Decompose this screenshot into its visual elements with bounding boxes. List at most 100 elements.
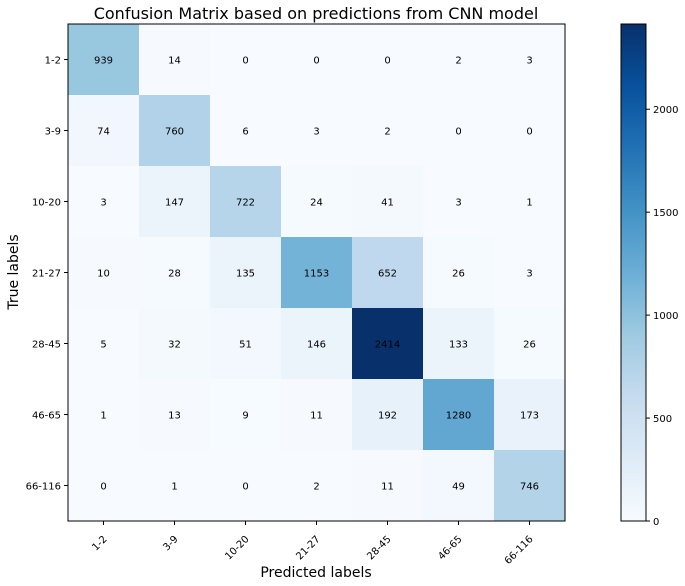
heatmap-cell xyxy=(281,379,353,451)
y-tick-label: 10-20 xyxy=(32,198,61,209)
cell-value-label: 192 xyxy=(378,411,397,422)
y-axis-label: True labels xyxy=(6,234,22,310)
heatmap-cell xyxy=(139,166,211,238)
heatmap-cell xyxy=(352,24,424,96)
colorbar-tick-label: 1000 xyxy=(653,311,678,322)
cell-value-label: 3 xyxy=(455,198,461,209)
heatmap-cell xyxy=(68,450,140,522)
colorbar xyxy=(620,23,647,522)
cell-value-label: 14 xyxy=(168,56,181,67)
cell-value-label: 652 xyxy=(378,269,397,280)
heatmap-cell xyxy=(68,237,140,309)
cell-value-label: 722 xyxy=(236,198,255,209)
cell-value-label: 28 xyxy=(168,269,181,280)
cell-value-label: 133 xyxy=(449,340,468,351)
heatmap-cell-labels: 939 14 0 0 0 2 374 760 6 3 2 0 03 147 722 24 41 3 110 28 135… xyxy=(94,56,539,493)
cell-value-label: 10 xyxy=(97,269,110,280)
chart-title: Confusion Matrix based on predictions fr… xyxy=(94,4,539,23)
heatmap-cell xyxy=(494,308,566,380)
heatmap-cell xyxy=(210,166,282,238)
cell-value-label: 2414 xyxy=(375,340,400,351)
cell-value-label: 11 xyxy=(381,482,394,493)
x-axis-label: Predicted labels xyxy=(260,565,371,581)
heatmap-cell xyxy=(423,450,495,522)
heatmap-cell xyxy=(281,166,353,238)
heatmap-cell xyxy=(210,379,282,451)
y-tick-label: 46-65 xyxy=(32,411,61,422)
colorbar-ticks: 0 500 1000 1500 2000 xyxy=(646,105,678,528)
heatmap-cell xyxy=(494,379,566,451)
heatmap-cells xyxy=(68,24,566,522)
cell-value-label: 0 xyxy=(313,56,319,67)
heatmap-cell xyxy=(139,95,211,167)
cell-value-label: 11 xyxy=(310,411,323,422)
heatmap-cell xyxy=(494,166,566,238)
cell-value-label: 49 xyxy=(452,482,465,493)
heatmap-cell xyxy=(494,450,566,522)
y-tick-label: 21-27 xyxy=(32,269,61,280)
cell-value-label: 2 xyxy=(455,56,461,67)
heatmap-cell xyxy=(68,308,140,380)
cell-value-label: 3 xyxy=(313,127,319,138)
heatmap-cell xyxy=(210,237,282,309)
heatmap-cell xyxy=(139,308,211,380)
cell-value-label: 9 xyxy=(242,411,248,422)
cell-value-label: 5 xyxy=(100,340,106,351)
heatmap-cell xyxy=(494,95,566,167)
heatmap-cell xyxy=(281,24,353,96)
heatmap-cell xyxy=(423,308,495,380)
cell-value-label: 26 xyxy=(523,340,536,351)
heatmap-cell xyxy=(352,237,424,309)
x-tick-label: 3-9 xyxy=(161,534,180,553)
heatmap-cell xyxy=(494,24,566,96)
heatmap-cell xyxy=(423,95,495,167)
heatmap-cell xyxy=(139,450,211,522)
cell-value-label: 2 xyxy=(384,127,390,138)
cell-value-label: 3 xyxy=(526,269,532,280)
y-tick-label: 3-9 xyxy=(45,127,61,138)
heatmap-cell xyxy=(210,308,282,380)
heatmap-cell xyxy=(210,95,282,167)
cell-value-label: 1 xyxy=(100,411,106,422)
cell-value-label: 51 xyxy=(239,340,252,351)
cell-value-label: 0 xyxy=(455,127,461,138)
heatmap-cell xyxy=(281,308,353,380)
x-tick-label: 10-20 xyxy=(223,534,251,562)
heatmap-cell xyxy=(68,379,140,451)
cell-value-label: 135 xyxy=(236,269,255,280)
y-tick-label: 28-45 xyxy=(32,340,61,351)
cell-value-label: 74 xyxy=(97,127,110,138)
cell-value-label: 0 xyxy=(384,56,390,67)
x-tick-label: 28-45 xyxy=(365,534,393,562)
cell-value-label: 1280 xyxy=(446,411,471,422)
cell-value-label: 0 xyxy=(100,482,106,493)
heatmap-cell xyxy=(494,237,566,309)
heatmap-cell xyxy=(210,24,282,96)
colorbar-tick-label: 2000 xyxy=(653,105,678,116)
heatmap-cell xyxy=(352,379,424,451)
colorbar-tick-label: 1500 xyxy=(653,208,678,219)
heatmap-cell xyxy=(281,237,353,309)
heatmap-cell xyxy=(423,24,495,96)
heatmap-cell xyxy=(139,24,211,96)
cell-value-label: 41 xyxy=(381,198,394,209)
cell-value-label: 2 xyxy=(313,482,319,493)
cell-value-label: 6 xyxy=(242,127,248,138)
cell-value-label: 3 xyxy=(100,198,106,209)
cell-value-label: 173 xyxy=(520,411,539,422)
cell-value-label: 1 xyxy=(526,198,532,209)
heatmap-cell xyxy=(68,166,140,238)
y-tick-label: 1-2 xyxy=(45,56,61,67)
x-tick-label: 1-2 xyxy=(90,534,109,553)
heatmap-cell xyxy=(281,95,353,167)
x-tick-label: 66-116 xyxy=(503,534,536,567)
heatmap-cell xyxy=(210,450,282,522)
cell-value-label: 26 xyxy=(452,269,465,280)
cell-value-label: 146 xyxy=(307,340,326,351)
heatmap-cell xyxy=(423,166,495,238)
cell-value-label: 1 xyxy=(171,482,177,493)
cell-value-label: 3 xyxy=(526,56,532,67)
heatmap-cell xyxy=(352,95,424,167)
cell-value-label: 0 xyxy=(242,56,248,67)
